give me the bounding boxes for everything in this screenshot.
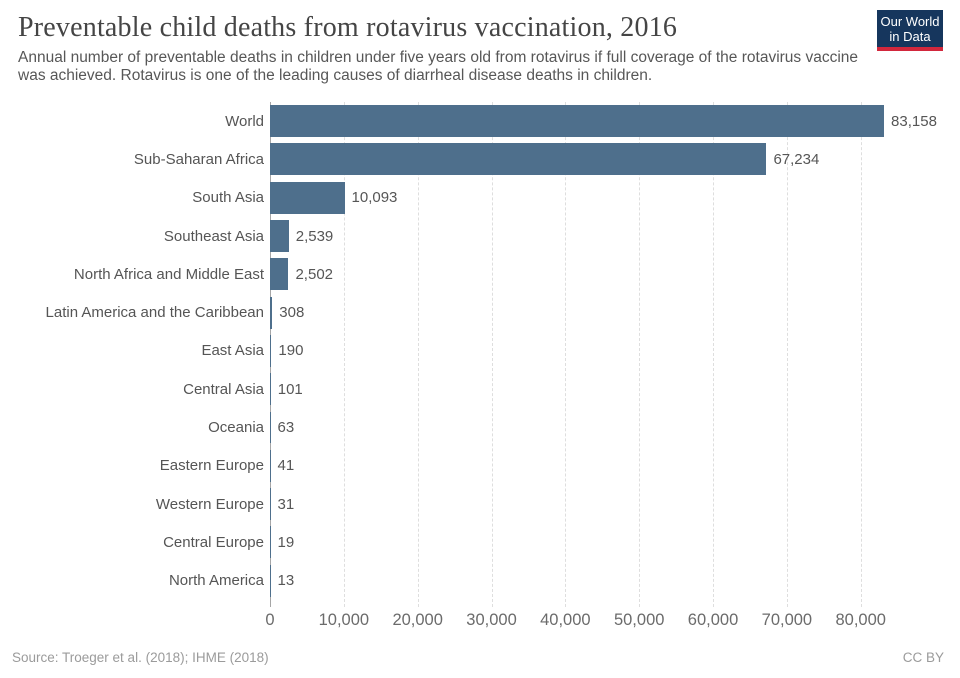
- source-text: Source: Troeger et al. (2018); IHME (201…: [12, 650, 269, 665]
- value-label: 190: [278, 342, 304, 360]
- x-gridline: [786, 102, 788, 607]
- bar[interactable]: [270, 373, 271, 406]
- bar[interactable]: [270, 143, 767, 176]
- x-gridline: [417, 102, 419, 607]
- x-gridline: [343, 102, 345, 607]
- value-label: 2,539: [295, 227, 334, 245]
- value-label: 10,093: [351, 189, 398, 207]
- bar-row: Central Europe 19: [0, 523, 960, 561]
- category-label: North Africa and Middle East: [73, 265, 264, 283]
- bar[interactable]: [270, 411, 271, 444]
- category-label: East Asia: [201, 342, 264, 360]
- value-label: 19: [277, 533, 295, 551]
- bar-row: East Asia 190: [0, 332, 960, 370]
- license-link[interactable]: CC BY: [902, 650, 944, 665]
- bar-row: North America 13: [0, 562, 960, 600]
- category-label: Central Asia: [183, 380, 264, 398]
- category-label: Latin America and the Caribbean: [45, 304, 264, 322]
- value-label: 83,158: [891, 112, 937, 130]
- x-tick-label: 40,000: [540, 611, 591, 629]
- x-tick-label: 20,000: [392, 611, 443, 629]
- x-gridline: [639, 102, 641, 607]
- x-tick-label: 10,000: [318, 611, 370, 629]
- x-gridline: [491, 102, 493, 607]
- bar[interactable]: [270, 449, 271, 482]
- x-gridline: [860, 102, 862, 607]
- chart-footer: Source: Troeger et al. (2018); IHME (201…: [12, 650, 944, 665]
- bar[interactable]: [270, 105, 885, 138]
- x-tick-label: 50,000: [613, 611, 665, 629]
- category-label: South Asia: [192, 189, 264, 207]
- bar[interactable]: [270, 296, 273, 329]
- x-tick-label: 0: [265, 611, 275, 629]
- category-label: World: [225, 112, 264, 130]
- x-tick-label: 60,000: [687, 611, 739, 629]
- bar-rows: World 83,158 Sub-Saharan Africa 67,234 South…: [0, 102, 960, 600]
- bar[interactable]: [270, 334, 272, 367]
- bar-row: Oceania 63: [0, 408, 960, 446]
- value-label: 13: [277, 572, 295, 590]
- x-gridline: [713, 102, 715, 607]
- bar-row: Central Asia 101: [0, 370, 960, 408]
- x-axis: 0 10,000 20,000 30,000 40,000 50,000 60,000 70,…: [265, 611, 942, 633]
- x-tick-label: 80,000: [835, 611, 886, 629]
- value-label: 63: [277, 419, 295, 437]
- value-label: 101: [277, 380, 303, 398]
- category-label: Southeast Asia: [163, 227, 264, 245]
- bar[interactable]: [270, 258, 289, 291]
- bar[interactable]: [270, 181, 345, 214]
- category-label: Oceania: [208, 419, 264, 437]
- bar-row: South Asia 10,093: [0, 179, 960, 217]
- x-tick-label: 30,000: [466, 611, 517, 629]
- owid-logo-line2: in Data: [889, 29, 931, 44]
- category-label: Western Europe: [155, 495, 264, 513]
- bar-row: North Africa and Middle East 2,502: [0, 255, 960, 293]
- bar-row: World 83,158: [0, 102, 960, 140]
- value-label: 67,234: [773, 150, 820, 168]
- x-gridline: [565, 102, 567, 607]
- value-label: 2,502: [295, 265, 334, 283]
- bar-row: Eastern Europe 41: [0, 447, 960, 485]
- bar[interactable]: [270, 526, 271, 559]
- category-label: Central Europe: [163, 533, 264, 551]
- chart-subtitle: Annual number of preventable deaths in c…: [18, 49, 859, 84]
- category-label: Sub-Saharan Africa: [133, 150, 264, 168]
- bar-row: Sub-Saharan Africa 67,234: [0, 140, 960, 178]
- bar[interactable]: [270, 220, 289, 252]
- category-label: North America: [168, 572, 264, 590]
- chart-title: Preventable child deaths from rotavirus …: [18, 12, 678, 43]
- value-label: 31: [277, 495, 295, 513]
- value-label: 308: [279, 304, 305, 322]
- category-label: Eastern Europe: [159, 457, 264, 475]
- bar-row: Western Europe 31: [0, 485, 960, 523]
- bar[interactable]: [270, 488, 271, 521]
- owid-logo-line1: Our World: [880, 14, 940, 29]
- bar-row: Latin America and the Caribbean 308: [0, 293, 960, 331]
- bar[interactable]: [270, 564, 271, 597]
- x-tick-label: 70,000: [761, 611, 813, 629]
- bar-row: Southeast Asia 2,539: [0, 217, 960, 255]
- owid-logo: Our World in Data: [877, 10, 943, 51]
- value-label: 41: [277, 457, 295, 475]
